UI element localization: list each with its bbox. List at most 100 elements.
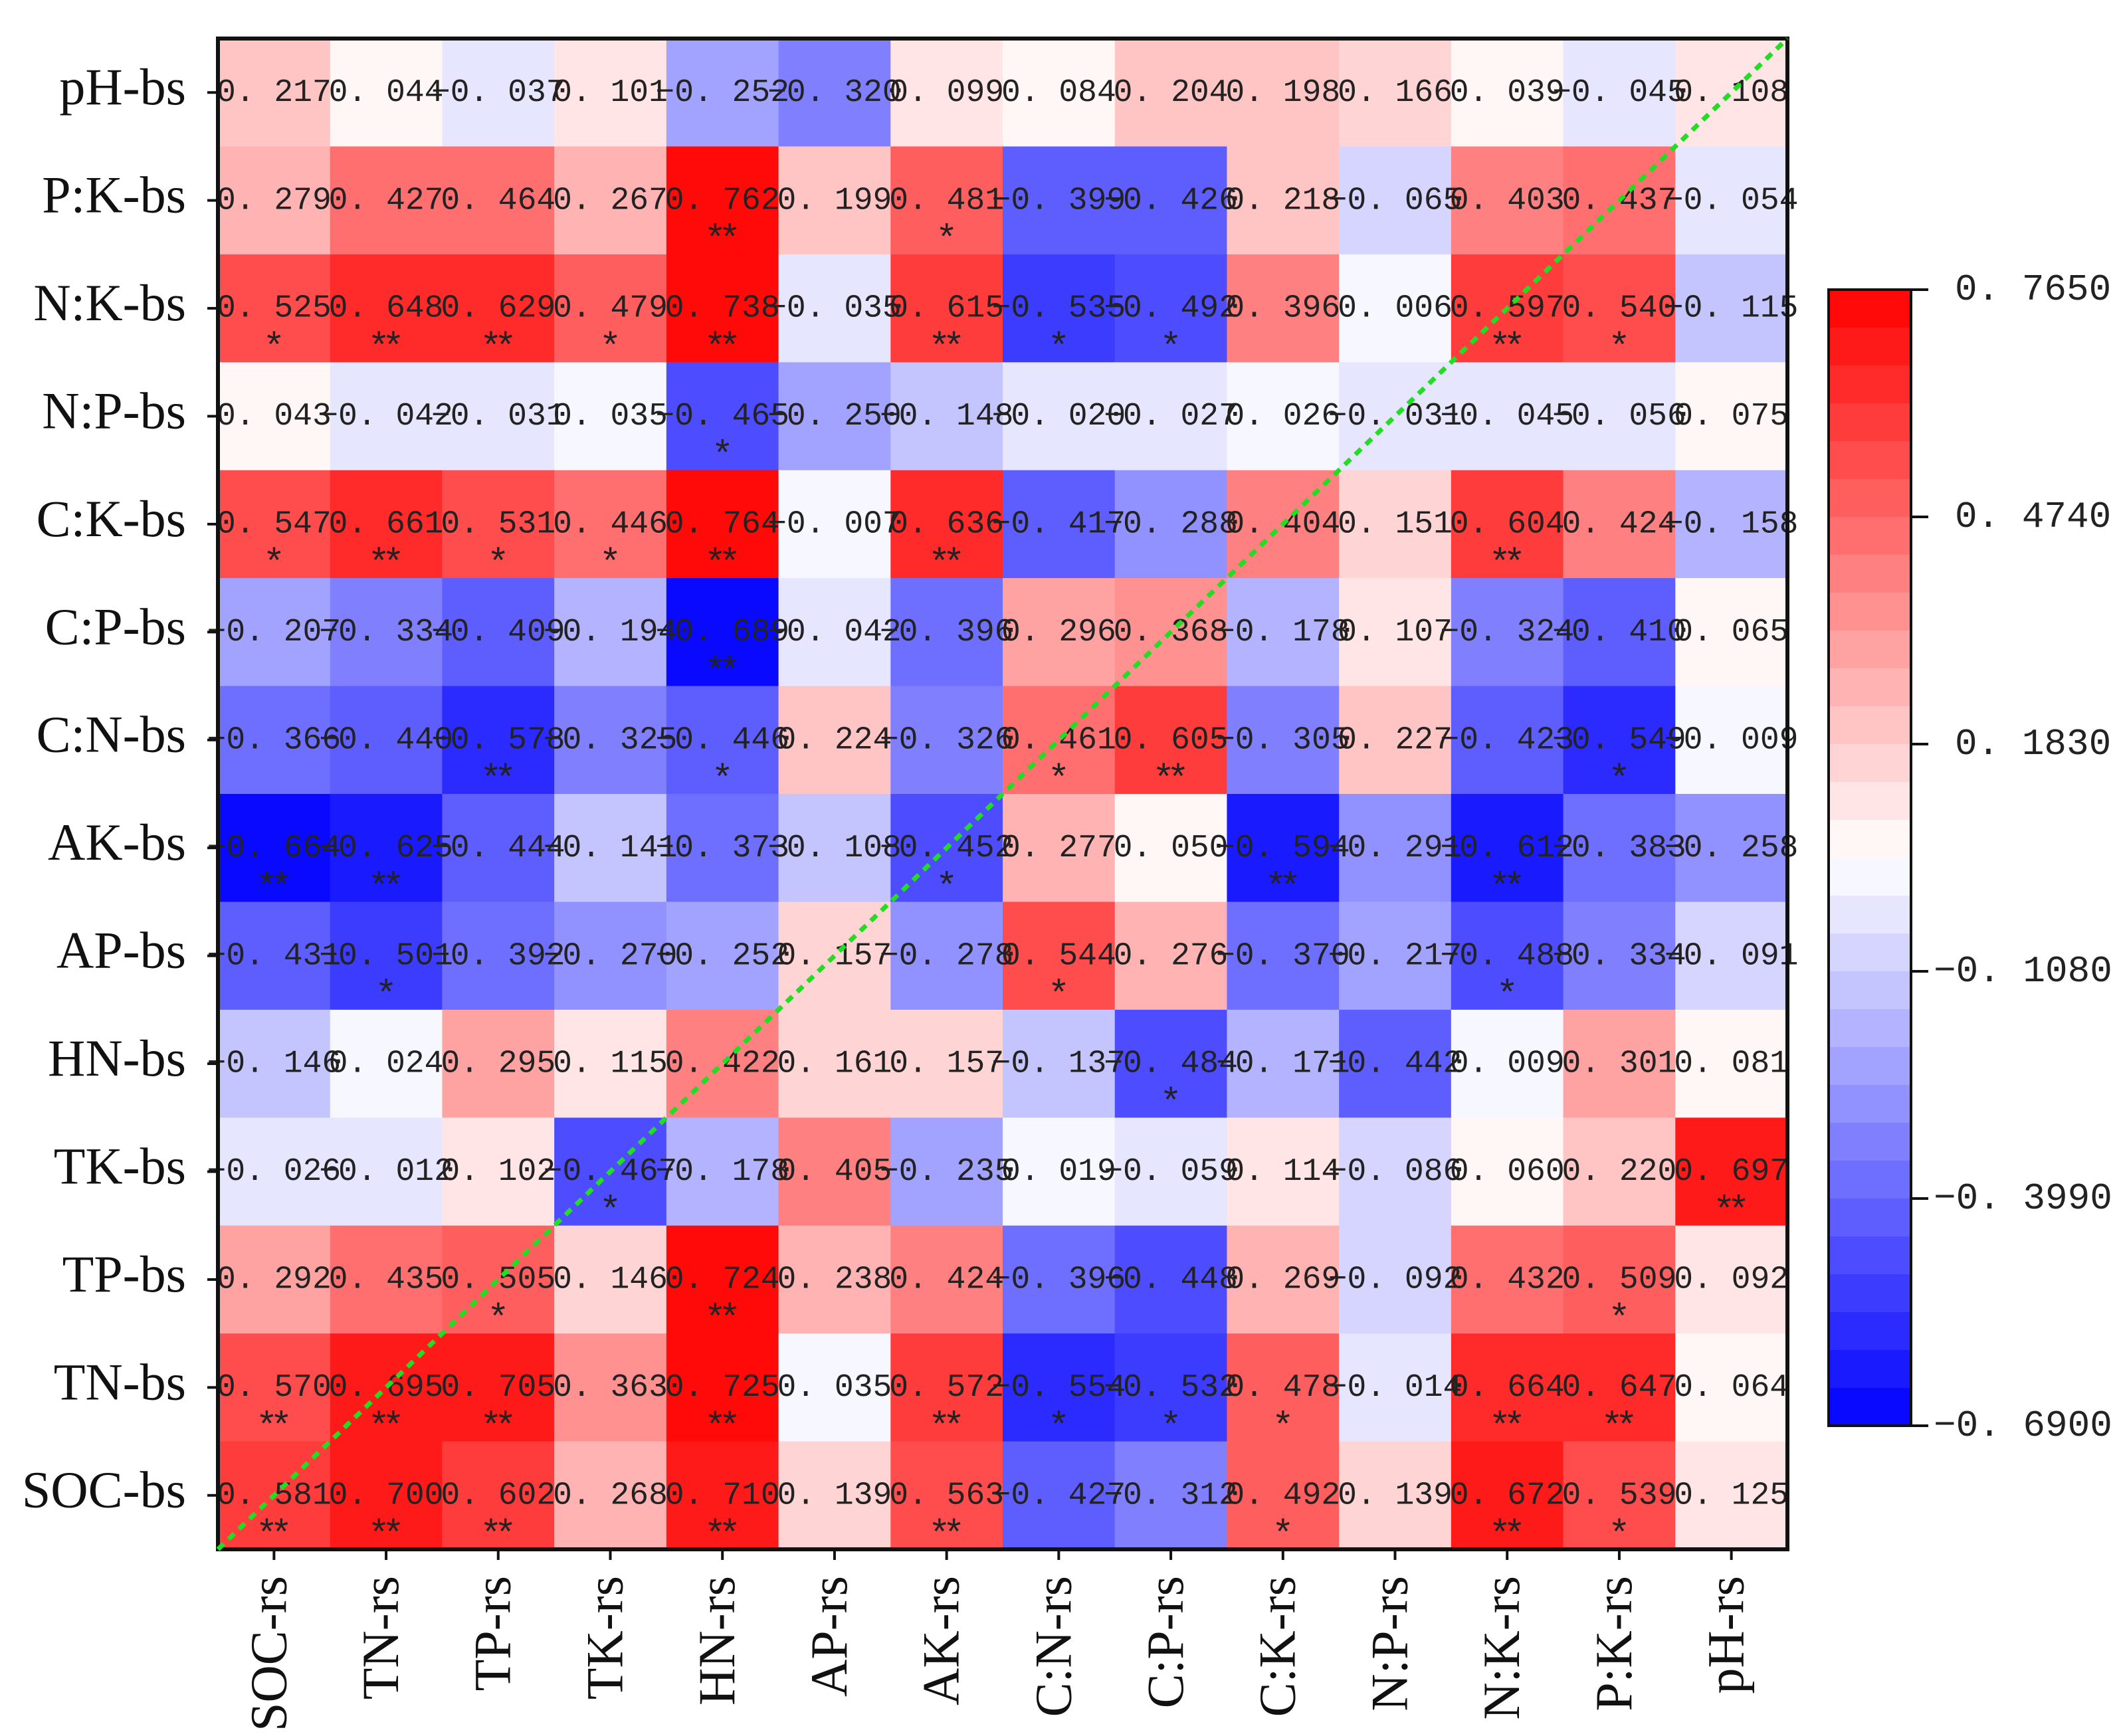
heatmap-cell — [1675, 146, 1788, 255]
cell-value-label: −0. 037 — [431, 75, 565, 111]
heatmap-cell — [330, 794, 443, 903]
cell-value-label: −0. 158 — [1664, 507, 1799, 543]
cell-value-label: 0. 432 — [1450, 1262, 1565, 1298]
heatmap-cell — [1339, 1117, 1452, 1226]
heatmap-cell — [442, 902, 555, 1011]
cell-value-label: −0. 178 — [1216, 615, 1350, 650]
cell-value-label: 0. 101 — [553, 75, 668, 111]
cell-value-label: −0. 392 — [431, 938, 565, 974]
cell-significance-marker: ** — [708, 1294, 737, 1336]
heatmap-cell — [218, 1117, 331, 1226]
cell-value-label: −0. 252 — [655, 75, 789, 111]
cell-significance-marker: ** — [708, 1402, 737, 1444]
cell-value-label: 0. 199 — [777, 183, 892, 219]
cell-value-label: −0. 009 — [1664, 722, 1799, 758]
cell-value-label: 0. 422 — [665, 1046, 780, 1082]
cell-value-label: 0. 461 — [1001, 722, 1116, 758]
heatmap-cell — [666, 1117, 779, 1226]
colorbar-tick-label: 0. 7650 — [1955, 268, 2111, 311]
y-axis-tick-label: N:P-bs — [42, 381, 186, 439]
cell-value-label: 0. 648 — [329, 291, 444, 327]
cell-significance-marker: ** — [484, 323, 513, 365]
cell-significance-marker: ** — [260, 862, 289, 904]
cell-value-label: −0. 446 — [655, 722, 789, 758]
cell-value-label: −0. 007 — [767, 507, 902, 543]
y-axis-tick-label: AK-bs — [48, 813, 186, 871]
cell-value-label: −0. 535 — [992, 291, 1126, 327]
cell-value-label: 0. 044 — [329, 75, 444, 111]
cell-value-label: 0. 157 — [889, 1046, 1004, 1082]
cell-value-label: −0. 370 — [1216, 938, 1350, 974]
heatmap-cell — [554, 902, 667, 1011]
cell-value-label: 0. 705 — [441, 1370, 555, 1406]
cell-value-label: 0. 043 — [217, 399, 332, 434]
x-axis-tick-label: SOC-rs — [239, 1576, 297, 1731]
cell-significance-marker: ** — [484, 1510, 513, 1552]
y-axis-tick-label: HN-bs — [48, 1029, 186, 1087]
heatmap-cell — [1451, 146, 1564, 255]
heatmap-cell — [1339, 254, 1452, 363]
cell-value-label: −0. 137 — [992, 1046, 1126, 1082]
heatmap-cell — [890, 686, 1003, 795]
cell-value-label: 0. 661 — [329, 507, 444, 543]
cell-value-label: 0. 525 — [217, 291, 332, 327]
cell-value-label: 0. 697 — [1674, 1154, 1789, 1190]
heatmap-cell — [890, 362, 1003, 471]
cell-value-label: −0. 426 — [1104, 183, 1238, 219]
cell-value-label: −0. 056 — [1552, 399, 1686, 434]
colorbar-segment — [1829, 858, 1911, 896]
heatmap-cell — [1451, 1225, 1564, 1334]
heatmap-cell — [330, 254, 443, 363]
cell-value-label: −0. 427 — [992, 1478, 1126, 1513]
heatmap-cell — [666, 794, 779, 903]
heatmap-cell — [778, 578, 891, 687]
heatmap-cell — [1227, 1117, 1340, 1226]
heatmap-cell — [1003, 1441, 1116, 1550]
heatmap-cell — [1675, 686, 1788, 795]
heatmap-cell — [554, 794, 667, 903]
heatmap-cell — [554, 1225, 667, 1334]
cell-value-label: 0. 531 — [441, 507, 555, 543]
colorbar-segment — [1829, 1009, 1911, 1048]
heatmap-cell — [1563, 470, 1676, 579]
cell-value-label: 0. 547 — [217, 507, 332, 543]
cell-value-label: 0. 227 — [1338, 722, 1453, 758]
cell-value-label: 0. 050 — [1114, 830, 1229, 866]
cell-value-label: −0. 383 — [1552, 830, 1686, 866]
y-axis-tick-label: N:K-bs — [33, 274, 186, 332]
cell-value-label: −0. 442 — [1328, 1046, 1462, 1082]
cell-value-label: 0. 605 — [1114, 722, 1229, 758]
cell-value-label: −0. 689 — [655, 615, 789, 650]
cell-significance-marker: * — [1612, 1510, 1627, 1552]
cell-value-label: −0. 235 — [880, 1154, 1014, 1190]
cell-significance-marker: ** — [708, 323, 737, 365]
heatmap-cell — [666, 686, 779, 795]
cell-significance-marker: * — [1051, 1402, 1066, 1444]
cell-value-label: 0. 725 — [665, 1370, 780, 1406]
heatmap-cell — [1675, 1009, 1788, 1118]
cell-value-label: 0. 435 — [329, 1262, 444, 1298]
x-axis-labels: SOC-rs TN-rs TP-rs TK-rs HN-rs AP-rs AK-rs C:N-… — [239, 1549, 1755, 1731]
cell-value-label: 0. 544 — [1001, 938, 1116, 974]
heatmap-cell — [666, 39, 779, 147]
cell-value-label: 0. 762 — [665, 183, 780, 219]
heatmap-cell — [1339, 1333, 1452, 1442]
cell-value-label: 0. 006 — [1338, 291, 1453, 327]
heatmap-cell — [1339, 1441, 1452, 1550]
cell-value-label: −0. 217 — [1328, 938, 1462, 974]
cell-value-label: 0. 139 — [1338, 1478, 1453, 1513]
x-axis-tick-label: N:K-rs — [1472, 1576, 1530, 1720]
colorbar-segment — [1829, 1161, 1911, 1199]
x-axis-tick-label: N:P-rs — [1360, 1576, 1418, 1711]
cell-value-label: −0. 278 — [880, 938, 1014, 974]
cell-value-label: 0. 738 — [665, 291, 780, 327]
heatmap-cell — [1451, 794, 1564, 903]
cell-value-label: −0. 444 — [431, 830, 565, 866]
cell-significance-marker: * — [266, 539, 281, 581]
cell-value-label: 0. 035 — [777, 1370, 892, 1406]
cell-value-label: 0. 064 — [1674, 1370, 1789, 1406]
cell-value-label: −0. 026 — [207, 1154, 342, 1190]
cell-value-label: 0. 695 — [329, 1370, 444, 1406]
y-axis-tick-label: C:N-bs — [37, 706, 186, 763]
cell-value-label: 0. 427 — [329, 183, 444, 219]
